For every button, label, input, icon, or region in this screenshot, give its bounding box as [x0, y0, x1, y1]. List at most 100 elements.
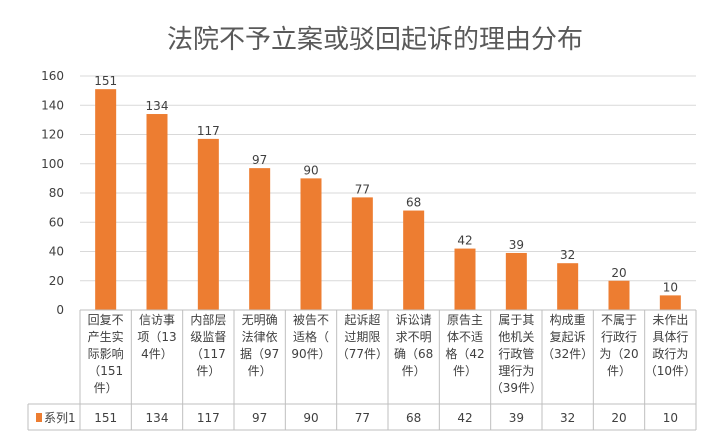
x-tick-label: 构成重复起诉 （32件） — [542, 312, 593, 361]
x-tick-label-line: 原告主 — [447, 313, 483, 327]
y-tick-label: 60 — [49, 215, 64, 229]
table-cell-value: 32 — [560, 411, 575, 425]
x-tick-label-line: 件） — [196, 364, 220, 378]
data-label: 68 — [406, 196, 421, 210]
table-cell-value: 10 — [663, 411, 678, 425]
y-tick-label: 140 — [41, 98, 64, 112]
y-axis-tick-labels: 0 20 40 60 80 100 120 140 160 — [41, 69, 64, 317]
bar — [454, 248, 476, 310]
x-tick-label-line: 确（68 — [394, 347, 433, 361]
x-tick-label-line: 据（97 — [240, 347, 279, 361]
data-label: 42 — [457, 234, 472, 248]
y-tick-label: 20 — [49, 274, 64, 288]
x-tick-label: 原告主体不适格（42 件） — [445, 313, 484, 378]
x-tick-label-line: 诉讼请 — [396, 313, 432, 327]
table-cell-value: 90 — [303, 411, 318, 425]
series-name: 系列1 — [44, 411, 76, 425]
x-tick-label-line: （39件） — [491, 381, 542, 395]
x-tick-label-line: 行政行 — [601, 330, 637, 344]
x-tick-label-line: 格（42 — [445, 346, 484, 361]
bar — [249, 168, 271, 310]
x-tick-label-line: 过期限 — [344, 330, 380, 344]
bar — [608, 280, 630, 310]
bar — [146, 114, 168, 311]
bar — [95, 89, 117, 310]
x-tick-label: 不属于行政行为（20 件） — [599, 313, 638, 378]
x-tick-label-line: 90件） — [291, 347, 330, 361]
table-cell-value: 151 — [94, 411, 117, 425]
x-tick-label-line: 行政管 — [498, 346, 534, 361]
x-tick-label-line: 为（20 — [599, 347, 638, 361]
chart-title: 法院不予立案或驳回起诉的理由分布 — [167, 25, 583, 55]
x-tick-label: 属于其他机关行政管理行为 （39件） — [491, 313, 542, 395]
x-tick-label-line: 未作出 — [652, 313, 688, 327]
bar — [300, 178, 322, 310]
x-tick-label-line: 件） — [607, 364, 631, 378]
data-label: 134 — [146, 99, 169, 113]
x-tick-label-line: （32件） — [542, 347, 593, 361]
x-tick-label-line: （151 — [88, 364, 123, 378]
x-tick-label-line: 件） — [453, 364, 477, 378]
data-label: 77 — [355, 182, 370, 196]
data-label: 151 — [94, 74, 117, 88]
x-tick-label-line: 政行为 — [652, 347, 688, 361]
y-tick-label: 0 — [56, 303, 64, 317]
x-tick-label-line: 件） — [94, 381, 118, 395]
x-tick-label-line: 体不适 — [447, 330, 483, 344]
y-tick-label: 40 — [49, 245, 64, 259]
table-cell-value: 68 — [406, 411, 421, 425]
x-tick-label-line: （10件） — [645, 364, 696, 378]
table-cell-value: 42 — [457, 411, 472, 425]
x-tick-label-line: 件） — [402, 364, 426, 378]
x-tick-label-line: 求不明 — [396, 330, 432, 344]
gridlines — [80, 75, 696, 282]
x-tick-label-line: 项（13 — [137, 330, 176, 344]
x-tick-label: 信访事项（13 4件） — [137, 313, 176, 361]
x-tick-label-line: 件） — [248, 364, 272, 378]
table-cell-value: 20 — [611, 411, 626, 425]
x-tick-label-line: 际影响 — [88, 346, 124, 361]
y-tick-label: 120 — [41, 128, 64, 142]
x-tick-label-line: 法律依 — [242, 329, 278, 344]
bar — [403, 210, 425, 310]
table-cell-value: 39 — [509, 411, 524, 425]
y-tick-label: 160 — [41, 69, 64, 83]
x-tick-label-line: 属于其 — [498, 313, 534, 327]
x-tick-label-line: 适格（ — [293, 329, 329, 344]
bars — [95, 89, 681, 311]
x-tick-label: 无明确法律依据（97 件） — [240, 313, 279, 378]
y-tick-label: 80 — [49, 186, 64, 200]
x-tick-label: 诉讼请求不明确（68 件） — [394, 313, 433, 378]
x-tick-label-line: 复起诉 — [550, 330, 586, 344]
x-tick-label-line: 产生实 — [88, 329, 124, 344]
x-tick-label-line: 不属于 — [601, 313, 637, 327]
x-tick-label-line: 构成重 — [550, 312, 586, 327]
x-tick-label: 内部层级监督 （117 件） — [190, 312, 226, 378]
x-tick-label-line: 无明确 — [242, 313, 278, 327]
x-tick-label-line: （117 — [191, 347, 226, 361]
y-tick-label: 100 — [41, 157, 64, 171]
bar — [505, 252, 527, 310]
x-tick-label: 起诉超过期限 （77件） — [337, 312, 388, 361]
x-tick-label-line: 级监督 — [190, 329, 226, 344]
x-tick-label-line: 回复不 — [88, 313, 124, 327]
x-tick-label-line: （77件） — [337, 347, 388, 361]
x-tick-label-line: 理行为 — [498, 364, 534, 378]
bar — [659, 295, 681, 310]
x-tick-label-line: 被告不 — [293, 313, 329, 327]
table-cell-value: 77 — [355, 411, 370, 425]
data-label: 90 — [303, 163, 318, 177]
data-table: 系列1 回复不产生实际影响 （151 件） 151 信访事项（13 4件） 134 内部层级监督… — [27, 309, 697, 431]
x-tick-label-line: 4件） — [141, 347, 173, 361]
table-cell-value: 117 — [197, 411, 220, 425]
series-key-swatch — [36, 413, 42, 422]
bar — [197, 138, 219, 310]
x-tick-label: 未作出具体行政行为 （10件） — [645, 313, 696, 378]
table-cell-value: 134 — [146, 411, 169, 425]
x-tick-label-line: 他机关 — [498, 330, 534, 344]
x-tick-label-line: 具体行 — [652, 330, 688, 344]
data-label: 20 — [611, 266, 626, 280]
x-tick-label-line: 信访事 — [139, 313, 175, 327]
data-label: 10 — [663, 280, 678, 294]
